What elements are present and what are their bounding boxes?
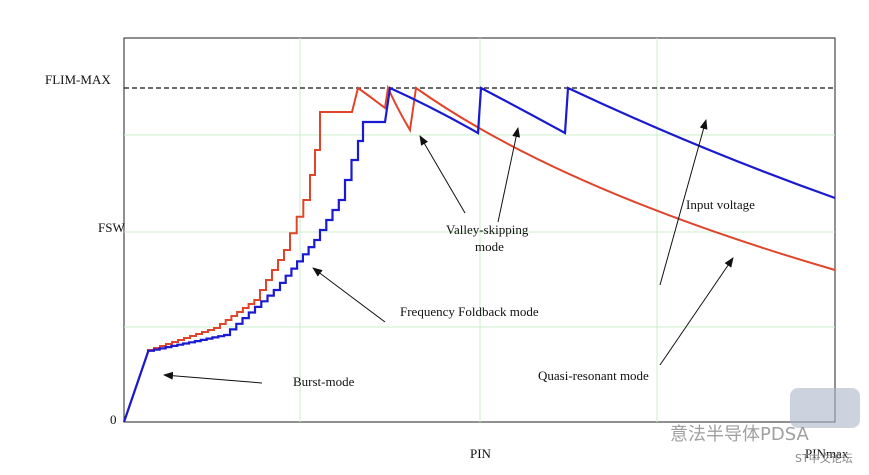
x-label-mid: PIN — [470, 446, 492, 461]
watermark-sub: ST中文论坛 — [795, 451, 853, 465]
red-curve — [123, 84, 836, 423]
annotation: Frequency Foldback mode — [400, 304, 539, 319]
origin-label: 0 — [110, 412, 117, 427]
annotation: Quasi-resonant mode — [538, 368, 649, 383]
x-label-end: PINmax — [805, 446, 849, 461]
watermark: 意法半导体PDSA ST中文论坛 — [670, 388, 860, 465]
annotation: Input voltage — [686, 197, 755, 212]
annotation: Burst-mode — [293, 374, 355, 389]
annotation: Valley-skipping — [446, 222, 529, 237]
y-label-mid: FSW — [98, 220, 125, 235]
arrows — [163, 119, 734, 384]
blue-curve — [122, 86, 836, 423]
annotation: mode — [475, 239, 504, 254]
watermark-main: 意法半导体PDSA — [670, 424, 809, 445]
y-label-top: FLIM-MAX — [45, 72, 111, 87]
